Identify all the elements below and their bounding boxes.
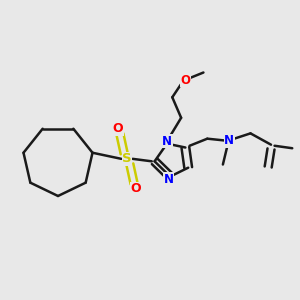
Text: O: O: [130, 182, 141, 195]
Text: N: N: [224, 134, 234, 147]
Text: N: N: [164, 172, 173, 185]
Text: N: N: [162, 135, 172, 148]
Text: S: S: [122, 152, 132, 165]
Text: O: O: [181, 74, 191, 87]
Text: O: O: [113, 122, 124, 135]
